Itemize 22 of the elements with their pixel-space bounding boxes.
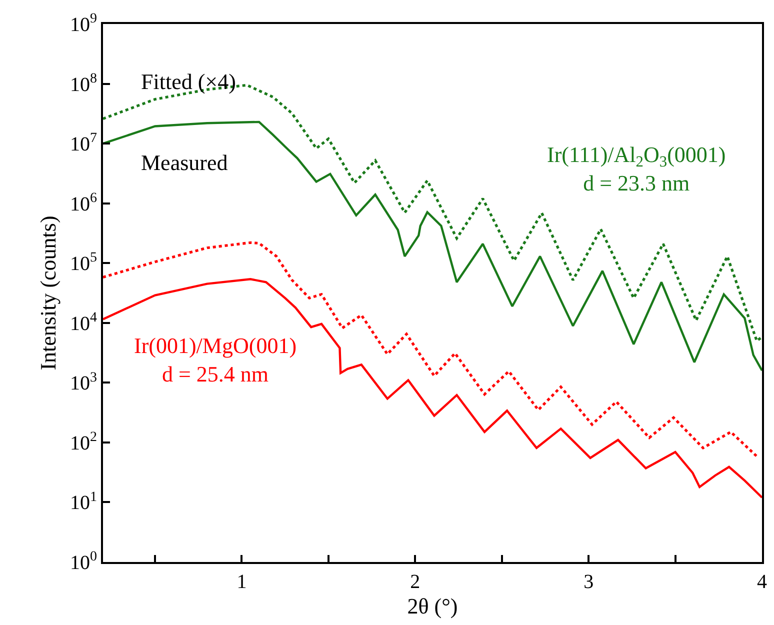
y-tick-label: 10$^{4}$ <box>70 310 97 335</box>
y-tick-label: 10$^{0}$ <box>70 550 97 574</box>
y-tick-label: 10$^{3}$ <box>70 370 97 395</box>
series-label: Ir(001)/MgO(001) d = 25.4 nm <box>134 333 297 387</box>
x-tick-label: 2 <box>410 571 420 593</box>
y-tick-label: 10$^{1}$ <box>70 490 97 514</box>
y-tick-label: 10$^{9}$ <box>70 12 97 36</box>
y-axis-title: Intensity (counts) <box>35 216 60 370</box>
y-tick-label: 10$^{7}$ <box>70 131 97 156</box>
x-axis-title: 2θ (°) <box>407 593 458 618</box>
y-tick-label: 10$^{8}$ <box>70 71 97 96</box>
line-series <box>103 278 762 499</box>
y-tick-label: 10$^{5}$ <box>70 250 97 276</box>
x-tick-label: 4 <box>757 571 767 593</box>
annotation: Measured <box>141 150 228 175</box>
x-tick-label: 3 <box>584 571 594 593</box>
y-tick-label: 10$^{6}$ <box>70 190 97 216</box>
y-tick-label: 10$^{2}$ <box>70 430 97 454</box>
x-tick-label: 1 <box>236 571 247 593</box>
line-series <box>103 241 760 460</box>
annotation: Fitted (×4) <box>141 69 236 94</box>
text: Ir(111)/Al$_{2}$O$_{3}$(0001) d = 23.3 nm <box>547 142 726 196</box>
